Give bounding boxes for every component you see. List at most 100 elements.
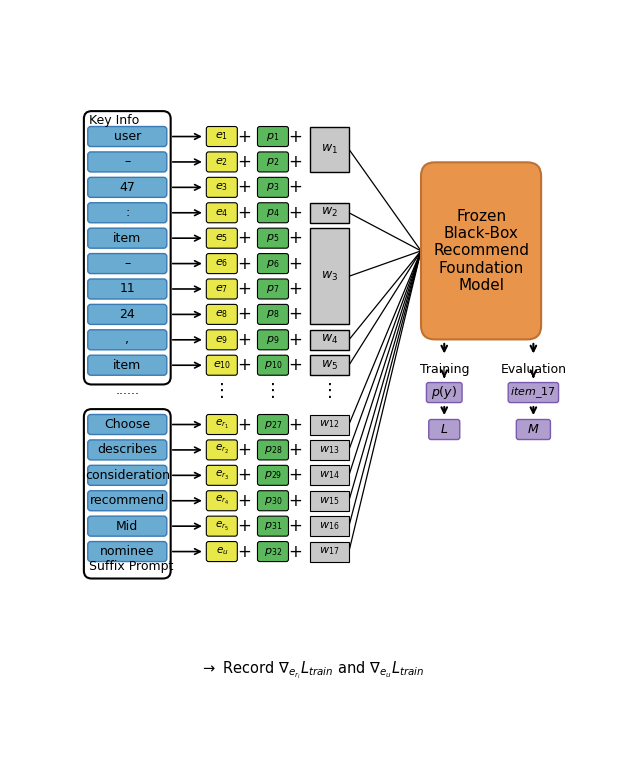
Bar — [310, 541, 349, 561]
Text: $p_{30}$: $p_{30}$ — [264, 495, 282, 506]
Text: $w_4$: $w_4$ — [321, 334, 338, 347]
Bar — [310, 127, 349, 172]
Text: recommend: recommend — [90, 494, 165, 507]
Text: 11: 11 — [120, 283, 135, 296]
Text: $e_6$: $e_6$ — [215, 258, 228, 269]
Text: $e_5$: $e_5$ — [215, 232, 228, 244]
FancyBboxPatch shape — [206, 516, 237, 537]
Text: $L$: $L$ — [440, 423, 449, 436]
FancyBboxPatch shape — [257, 203, 289, 223]
Text: +: + — [237, 492, 252, 510]
Text: $p_{28}$: $p_{28}$ — [264, 444, 282, 456]
FancyBboxPatch shape — [88, 491, 167, 511]
Text: +: + — [237, 441, 252, 459]
FancyBboxPatch shape — [88, 415, 167, 435]
Text: Choose: Choose — [104, 418, 150, 431]
FancyBboxPatch shape — [206, 229, 237, 248]
FancyBboxPatch shape — [257, 541, 289, 561]
FancyBboxPatch shape — [257, 516, 289, 537]
Text: $p_3$: $p_3$ — [266, 181, 280, 193]
FancyBboxPatch shape — [206, 466, 237, 486]
Text: user: user — [114, 130, 141, 143]
Text: $w_{16}$: $w_{16}$ — [319, 520, 340, 532]
FancyBboxPatch shape — [206, 491, 237, 511]
Text: $p_{32}$: $p_{32}$ — [264, 546, 282, 557]
FancyBboxPatch shape — [84, 409, 171, 578]
Bar — [310, 466, 349, 486]
Text: $e_u$: $e_u$ — [216, 546, 228, 557]
FancyBboxPatch shape — [88, 127, 167, 147]
Text: describes: describes — [97, 443, 157, 456]
Text: $e_{r_4}$: $e_{r_4}$ — [214, 494, 229, 507]
Text: $p_6$: $p_6$ — [266, 258, 280, 269]
FancyBboxPatch shape — [88, 152, 167, 172]
FancyBboxPatch shape — [429, 419, 460, 439]
Text: +: + — [289, 204, 302, 222]
FancyBboxPatch shape — [257, 279, 289, 299]
Text: $w_3$: $w_3$ — [321, 269, 338, 283]
Text: $w_{15}$: $w_{15}$ — [319, 495, 340, 506]
FancyBboxPatch shape — [257, 440, 289, 460]
Text: $e_4$: $e_4$ — [215, 207, 228, 218]
FancyBboxPatch shape — [88, 304, 167, 324]
Text: ⋮: ⋮ — [213, 381, 231, 400]
FancyBboxPatch shape — [206, 253, 237, 273]
Text: $p_{27}$: $p_{27}$ — [264, 418, 282, 431]
Text: $p_5$: $p_5$ — [266, 232, 280, 244]
Text: $p_4$: $p_4$ — [266, 207, 280, 218]
Text: +: + — [237, 415, 252, 434]
FancyBboxPatch shape — [257, 304, 289, 324]
Text: +: + — [237, 543, 252, 560]
FancyBboxPatch shape — [257, 355, 289, 375]
Text: +: + — [237, 517, 252, 535]
Text: $w_1$: $w_1$ — [321, 143, 338, 156]
Text: +: + — [289, 492, 302, 510]
FancyBboxPatch shape — [516, 419, 550, 439]
Text: +: + — [237, 466, 252, 484]
FancyBboxPatch shape — [206, 415, 237, 435]
Text: $e_{10}$: $e_{10}$ — [212, 359, 231, 371]
Bar — [310, 491, 349, 511]
Text: +: + — [289, 543, 302, 560]
FancyBboxPatch shape — [257, 491, 289, 511]
Text: –: – — [124, 155, 131, 168]
Text: $p_{31}$: $p_{31}$ — [264, 520, 282, 532]
Text: Training: Training — [419, 363, 469, 375]
FancyBboxPatch shape — [88, 253, 167, 273]
Text: +: + — [289, 229, 302, 247]
FancyBboxPatch shape — [88, 178, 167, 198]
FancyBboxPatch shape — [257, 253, 289, 273]
FancyBboxPatch shape — [88, 516, 167, 537]
Text: +: + — [237, 127, 252, 146]
Text: $w_{12}$: $w_{12}$ — [319, 418, 340, 431]
Text: +: + — [237, 356, 252, 374]
FancyBboxPatch shape — [257, 127, 289, 147]
Text: :: : — [125, 206, 129, 219]
FancyBboxPatch shape — [257, 330, 289, 350]
Text: $e_7$: $e_7$ — [215, 283, 228, 295]
Text: +: + — [289, 306, 302, 323]
Text: +: + — [237, 331, 252, 349]
Text: $p_2$: $p_2$ — [266, 156, 280, 168]
Text: $p_{29}$: $p_{29}$ — [264, 469, 282, 481]
Text: +: + — [289, 153, 302, 171]
Text: ⋮: ⋮ — [264, 381, 282, 400]
FancyBboxPatch shape — [206, 440, 237, 460]
FancyBboxPatch shape — [88, 541, 167, 561]
Text: $p_8$: $p_8$ — [266, 308, 280, 320]
Text: $w_{17}$: $w_{17}$ — [319, 546, 340, 557]
Text: $p_7$: $p_7$ — [266, 283, 280, 295]
FancyBboxPatch shape — [206, 203, 237, 223]
Text: +: + — [289, 331, 302, 349]
FancyBboxPatch shape — [88, 203, 167, 223]
Text: $e_{r_3}$: $e_{r_3}$ — [214, 469, 229, 482]
FancyBboxPatch shape — [206, 541, 237, 561]
Text: nominee: nominee — [100, 545, 154, 558]
Text: $p_1$: $p_1$ — [266, 130, 280, 143]
Text: Mid: Mid — [116, 520, 138, 533]
FancyBboxPatch shape — [84, 111, 171, 384]
FancyBboxPatch shape — [88, 355, 167, 375]
FancyBboxPatch shape — [88, 466, 167, 486]
Text: +: + — [289, 356, 302, 374]
Text: $w_{14}$: $w_{14}$ — [319, 469, 340, 481]
